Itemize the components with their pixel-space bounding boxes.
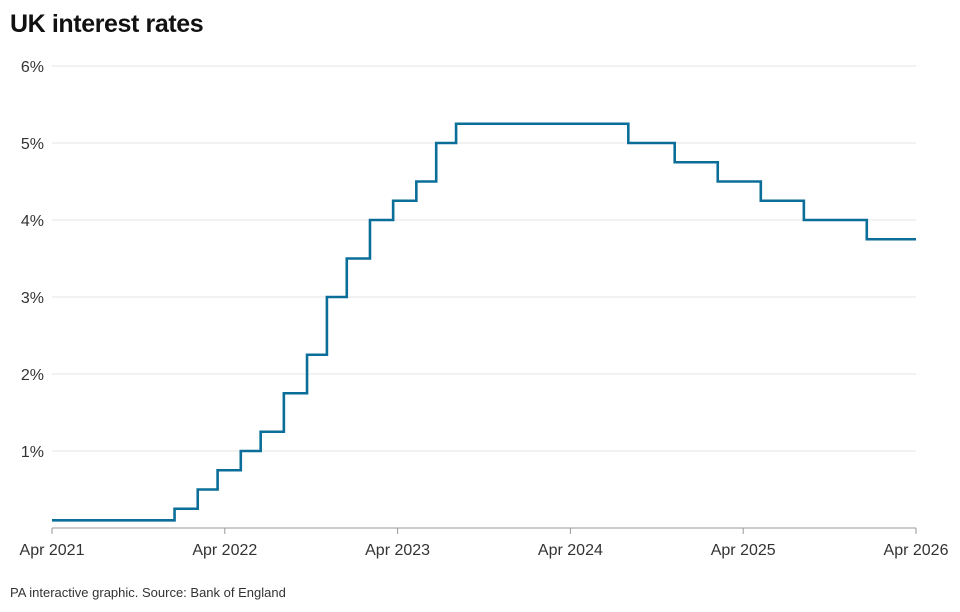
x-tick-label: Apr 2024: [538, 542, 603, 559]
chart-title: UK interest rates: [10, 10, 204, 38]
x-tick-label: Apr 2025: [711, 542, 776, 559]
series-layer: [52, 122, 916, 522]
rate-step-line: [52, 122, 916, 522]
x-tick-label: Apr 2026: [884, 542, 949, 559]
source-note: PA interactive graphic. Source: Bank of …: [10, 585, 286, 600]
x-tick-label: Apr 2023: [365, 542, 430, 559]
grid-lines: [52, 65, 916, 452]
y-tick-label: 1%: [21, 444, 44, 461]
y-tick-label: 4%: [21, 213, 44, 230]
y-tick-label: 3%: [21, 290, 44, 307]
y-tick-label: 2%: [21, 367, 44, 384]
x-tick-labels: Apr 2021 Apr 2022 Apr 2023 Apr 2024 Apr 2025…: [20, 542, 949, 559]
y-tick-label: 6%: [21, 59, 44, 76]
x-axis: [51, 527, 917, 534]
y-tick-label: 5%: [21, 136, 44, 153]
x-tick-label: Apr 2021: [20, 542, 85, 559]
x-tick-label: Apr 2022: [192, 542, 257, 559]
y-tick-labels: 1% 2% 3% 4% 5% 6%: [21, 59, 44, 461]
